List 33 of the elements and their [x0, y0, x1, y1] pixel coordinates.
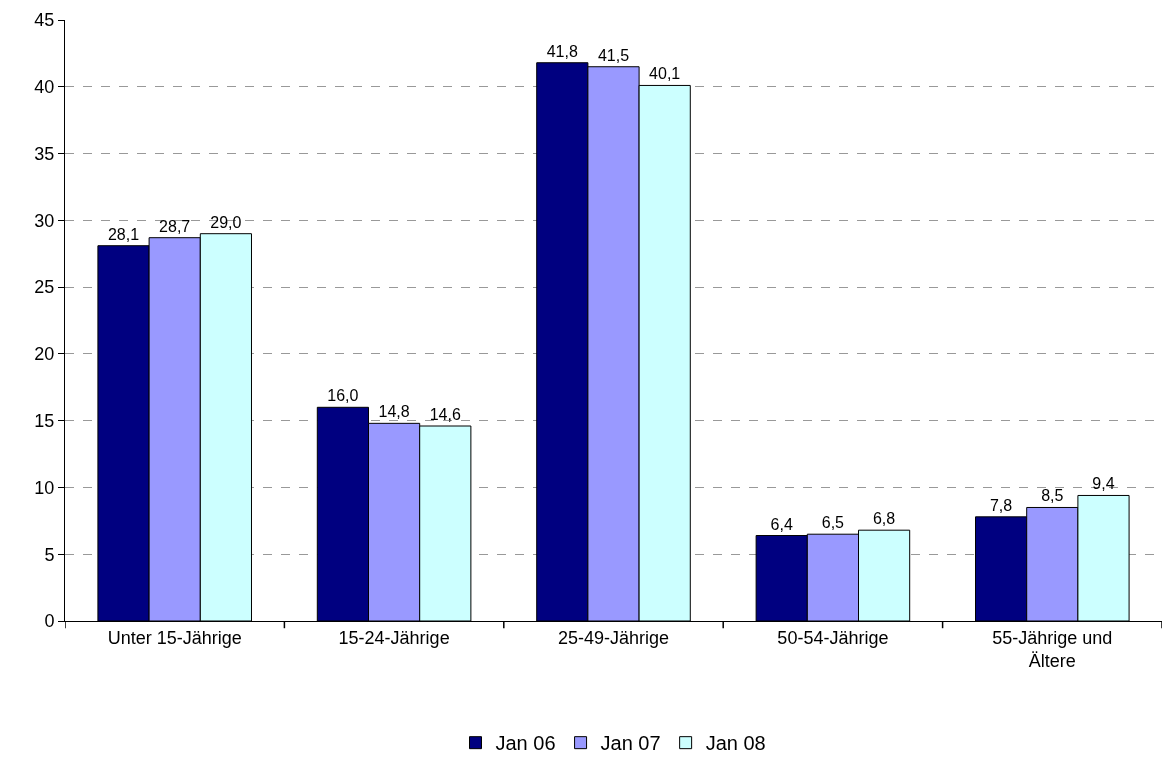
- y-tick-label: 35: [34, 143, 55, 164]
- data-label: 6,5: [821, 514, 845, 532]
- data-label: 41,8: [546, 42, 578, 60]
- data-label: 7,8: [989, 496, 1013, 514]
- y-tick-label: 40: [34, 77, 55, 98]
- legend-label: Jan 07: [600, 732, 661, 755]
- y-tick-label: 10: [34, 477, 55, 498]
- y-tick-label: 45: [34, 10, 55, 31]
- y-tick-label: 0: [44, 611, 55, 632]
- x-tick-label: 50-54-Jährige: [777, 627, 889, 648]
- x-tick-label: Unter 15-Jährige: [107, 627, 242, 648]
- y-tick-label: 30: [34, 210, 55, 231]
- y-tick-label: 25: [34, 277, 55, 298]
- data-label: 14,8: [378, 403, 410, 421]
- data-label: 41,5: [597, 46, 630, 64]
- x-tick-label: 15-24-Jährige: [338, 627, 450, 648]
- legend-label: Jan 08: [705, 732, 766, 755]
- data-label: 40,1: [649, 65, 681, 83]
- data-label: 28,1: [107, 225, 140, 243]
- data-label: 14,6: [429, 406, 461, 424]
- y-tick-label: 15: [34, 410, 55, 431]
- data-label: 6,8: [872, 510, 896, 528]
- data-label: 16,0: [327, 387, 359, 405]
- data-label: 6,4: [770, 515, 793, 533]
- x-tick-label: 25-49-Jährige: [557, 627, 670, 648]
- data-label: 8,5: [1041, 487, 1064, 505]
- y-tick-label: 20: [34, 344, 55, 365]
- data-label: 28,7: [159, 217, 191, 235]
- x-tick-label: 55-Jährige und Ältere: [992, 627, 1113, 671]
- data-label: 9,4: [1092, 475, 1115, 493]
- data-label: 29,0: [210, 213, 242, 231]
- legend-label: Jan 06: [495, 732, 556, 755]
- y-tick-label: 5: [44, 544, 55, 565]
